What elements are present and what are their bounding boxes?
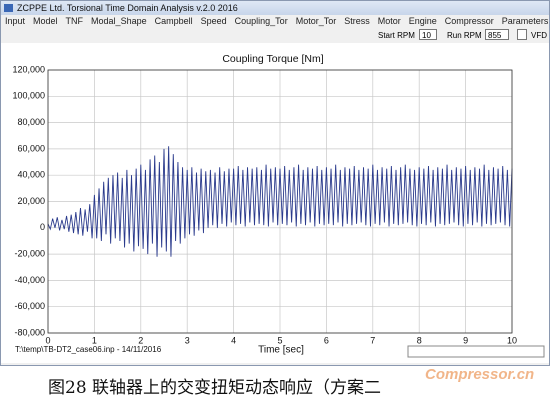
series-line: [47, 146, 513, 257]
menu-item[interactable]: Engine: [408, 16, 437, 26]
menu-bar: Input Model TNF Modal_Shape Campbell Speed Cou…: [1, 15, 549, 28]
x-tick-label: 1: [92, 335, 97, 345]
y-tick-label: 80,000: [17, 117, 45, 127]
x-tick-label: 8: [417, 335, 422, 345]
y-tick-label: 0: [40, 222, 45, 232]
file-label: T:\temp\TB-DT2_case06.inp - 14/11/2016: [15, 345, 162, 354]
start-rpm-input[interactable]: 10: [419, 29, 437, 40]
menu-item[interactable]: Compressor: [444, 16, 494, 26]
menu-item[interactable]: Motor: [377, 16, 401, 26]
y-tick-label: 120,000: [12, 64, 45, 74]
run-rpm-input[interactable]: 855: [485, 29, 509, 40]
y-tick-label: -20,000: [14, 248, 45, 258]
menu-item[interactable]: Stress: [344, 16, 370, 26]
vfd-checkbox[interactable]: [517, 29, 527, 40]
x-tick-label: 6: [324, 335, 329, 345]
x-tick-label: 3: [185, 335, 190, 345]
x-tick-label: 0: [45, 335, 50, 345]
x-tick-label: 4: [231, 335, 236, 345]
menu-item[interactable]: Coupling_Tor: [234, 16, 288, 26]
menu-item[interactable]: Modal_Shape: [91, 16, 147, 26]
x-tick-label: 10: [507, 335, 517, 345]
vfd-label: VFD: [531, 31, 547, 40]
chart: Coupling Torque [Nm] Time [sec] T:\temp\…: [1, 43, 549, 363]
menu-item[interactable]: Input: [5, 16, 26, 26]
x-tick-label: 2: [138, 335, 143, 345]
x-tick-label: 9: [463, 335, 468, 345]
toolbar: Start RPM 10 Run RPM 855 VFD: [1, 28, 549, 43]
y-tick-label: 40,000: [17, 170, 45, 180]
title-bar: ZCPPE Ltd. Torsional Time Domain Analysi…: [1, 1, 549, 15]
menu-item[interactable]: Motor_Tor: [295, 16, 337, 26]
run-rpm-label: Run RPM: [447, 31, 482, 40]
menu-item[interactable]: TNF: [65, 16, 84, 26]
x-tick-label: 7: [370, 335, 375, 345]
watermark: Compressor.cn: [425, 366, 535, 383]
y-tick-label: -40,000: [14, 275, 45, 285]
y-tick-label: -60,000: [14, 301, 45, 311]
y-tick-label: -80,000: [14, 327, 45, 337]
start-rpm-label: Start RPM: [378, 31, 415, 40]
y-tick-label: 100,000: [12, 91, 45, 101]
chart-title: Coupling Torque [Nm]: [222, 53, 323, 65]
window-title: ZCPPE Ltd. Torsional Time Domain Analysi…: [17, 3, 238, 13]
y-tick-label: 20,000: [17, 196, 45, 206]
menu-item[interactable]: Parameters: [501, 16, 549, 26]
x-axis-label: Time [sec]: [258, 345, 304, 356]
menu-item[interactable]: Campbell: [154, 16, 193, 26]
menu-item[interactable]: Model: [33, 16, 58, 26]
y-tick-label: 60,000: [17, 143, 45, 153]
menu-item[interactable]: Speed: [200, 16, 227, 26]
status-box: [407, 345, 545, 358]
x-tick-label: 5: [277, 335, 282, 345]
plot-frame: [47, 69, 513, 334]
caption: 图28 联轴器上的交变扭矩动态响应（方案二: [48, 378, 382, 398]
app-icon: [4, 4, 13, 12]
